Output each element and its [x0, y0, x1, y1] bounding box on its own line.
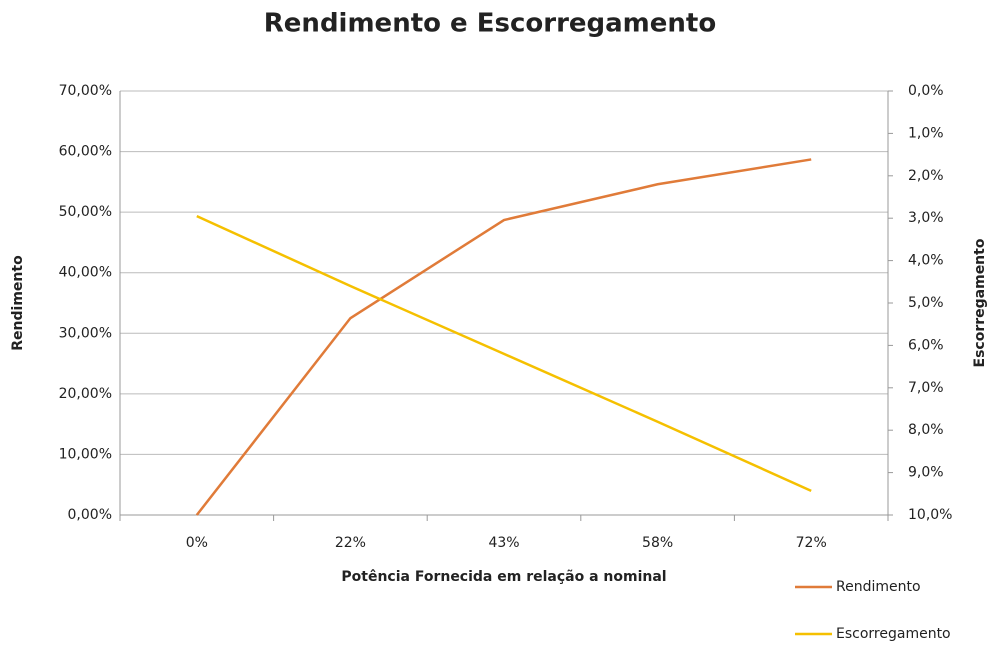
series-line: [196, 214, 812, 492]
y2-tick-label: 0,0%: [908, 83, 944, 99]
y-tick-label: 50,00%: [59, 204, 112, 220]
y2-tick-label: 8,0%: [908, 422, 944, 438]
y2-tick-label: 1,0%: [908, 125, 944, 141]
x-tick-label: 22%: [335, 535, 366, 551]
series-line: [195, 158, 812, 516]
y2-tick-label: 6,0%: [908, 337, 944, 353]
x-tick-label: 58%: [642, 535, 673, 551]
x-tick-label: 72%: [796, 535, 827, 551]
legend-label: Rendimento: [836, 579, 921, 595]
y-tick-label: 60,00%: [59, 144, 112, 160]
y-tick-label: 30,00%: [59, 325, 112, 341]
y2-tick-label: 9,0%: [908, 465, 944, 481]
y-tick-label: 10,00%: [59, 446, 112, 462]
y2-tick-label: 10,0%: [908, 507, 952, 523]
y-tick-label: 20,00%: [59, 386, 112, 402]
x-tick-label: 0%: [186, 535, 208, 551]
y-axis-title: Rendimento: [10, 255, 26, 351]
y2-tick-label: 5,0%: [908, 295, 944, 311]
x-tick-label: 43%: [488, 535, 519, 551]
y-tick-label: 0,00%: [68, 507, 112, 523]
x-axis-title: Potência Fornecida em relação a nominal: [341, 569, 666, 585]
legend-label: Escorregamento: [836, 626, 951, 642]
y2-tick-label: 7,0%: [908, 380, 944, 396]
y2-tick-label: 4,0%: [908, 253, 944, 269]
y2-axis-title: Escorregamento: [972, 238, 988, 367]
y2-tick-label: 2,0%: [908, 168, 944, 184]
chart-title: Rendimento e Escorregamento: [264, 9, 716, 39]
y2-tick-label: 3,0%: [908, 210, 944, 226]
y-tick-label: 70,00%: [59, 83, 112, 99]
y-tick-label: 40,00%: [59, 265, 112, 281]
